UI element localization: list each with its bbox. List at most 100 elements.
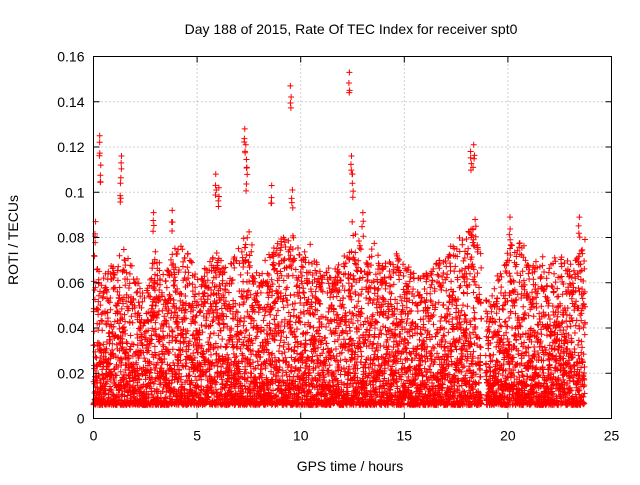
data-point (377, 304, 383, 310)
data-point (152, 249, 158, 255)
data-point (239, 249, 245, 255)
data-point (373, 319, 379, 325)
data-point (160, 334, 166, 340)
data-point (359, 353, 365, 359)
data-point (454, 302, 460, 308)
data-point (237, 302, 243, 308)
data-point (401, 273, 407, 279)
data-point (165, 311, 171, 317)
data-point (364, 278, 370, 284)
data-point (333, 346, 339, 352)
data-point (99, 327, 105, 333)
data-point (340, 329, 346, 335)
data-point (421, 322, 427, 328)
data-point (396, 277, 402, 283)
data-point (234, 345, 240, 351)
data-point (247, 263, 253, 269)
data-point (128, 333, 134, 339)
data-point (194, 313, 200, 319)
data-point (185, 269, 191, 275)
data-point (244, 270, 250, 276)
data-point (358, 359, 364, 365)
data-point (208, 331, 214, 337)
data-point (301, 290, 307, 296)
data-point (294, 326, 300, 332)
data-point (178, 243, 184, 249)
data-point (299, 264, 305, 270)
data-point (276, 283, 282, 289)
data-point (282, 349, 288, 355)
data-point (302, 249, 308, 255)
data-point (133, 290, 139, 296)
data-point (240, 264, 246, 270)
data-point (436, 273, 442, 279)
data-point (390, 321, 396, 327)
data-point (373, 271, 379, 277)
data-point (369, 246, 375, 252)
data-point (341, 253, 347, 259)
data-point (309, 354, 315, 360)
data-point (341, 336, 347, 342)
data-point (231, 265, 237, 271)
data-point (372, 348, 378, 354)
data-point (453, 344, 459, 350)
data-point (430, 321, 436, 327)
data-point (121, 247, 127, 253)
data-point (451, 268, 457, 274)
data-point (223, 314, 229, 320)
data-point (384, 315, 390, 321)
data-point (195, 302, 201, 308)
data-point (256, 309, 262, 315)
data-point (262, 313, 268, 319)
data-point (240, 352, 246, 358)
data-point (91, 253, 97, 259)
data-point (299, 273, 305, 279)
data-point (174, 337, 180, 343)
data-point (437, 318, 443, 324)
data-point (443, 288, 449, 294)
data-point (243, 369, 249, 375)
data-point (174, 251, 180, 257)
data-point (307, 241, 313, 247)
data-point (415, 308, 421, 314)
data-point (307, 370, 313, 376)
data-point (387, 289, 393, 295)
data-point (163, 278, 169, 284)
data-point (287, 292, 293, 298)
data-point (355, 298, 361, 304)
data-point (126, 285, 132, 291)
data-point (218, 343, 224, 349)
data-point (169, 329, 175, 335)
data-point (249, 242, 255, 248)
data-point (291, 307, 297, 313)
data-point (123, 339, 129, 345)
data-point (116, 295, 122, 301)
data-point (249, 303, 255, 309)
data-point (208, 352, 214, 358)
data-point (359, 268, 365, 274)
data-point (206, 335, 212, 341)
data-point (127, 262, 133, 268)
grid-layer (94, 57, 612, 419)
data-point (446, 319, 452, 325)
data-point (197, 309, 203, 315)
data-point (228, 261, 234, 267)
data-point (214, 250, 220, 256)
data-point (336, 270, 342, 276)
data-point (428, 297, 434, 303)
data-point (444, 271, 450, 277)
data-point (336, 262, 342, 268)
data-point (446, 306, 452, 312)
data-point (174, 320, 180, 326)
data-point (260, 317, 266, 323)
data-point (341, 272, 347, 278)
data-point (176, 348, 182, 354)
data-point (130, 320, 136, 326)
data-point (300, 285, 306, 291)
data-point (244, 252, 250, 258)
data-point (179, 246, 185, 252)
data-point (297, 318, 303, 324)
data-point (152, 343, 158, 349)
data-point (153, 303, 159, 309)
data-point (293, 283, 299, 289)
